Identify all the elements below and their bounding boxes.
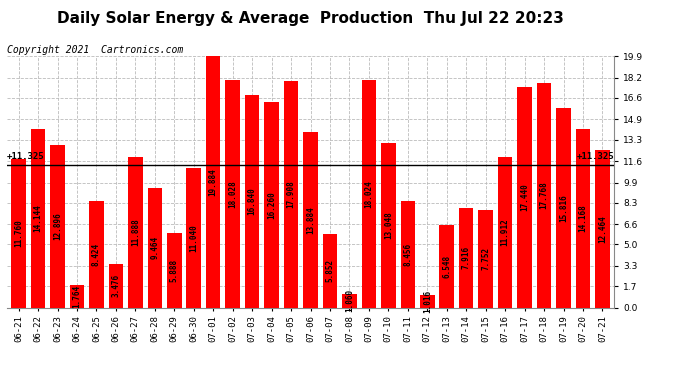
Bar: [108, 264, 124, 308]
Bar: [11, 159, 26, 308]
Text: 17.908: 17.908: [286, 181, 295, 209]
Text: 11.040: 11.040: [189, 224, 198, 252]
Bar: [70, 285, 84, 308]
Bar: [420, 295, 435, 307]
Bar: [186, 168, 201, 308]
Text: 1.016: 1.016: [423, 290, 432, 313]
Bar: [575, 129, 590, 308]
Bar: [303, 132, 318, 308]
Text: 12.464: 12.464: [598, 215, 607, 243]
Text: 5.852: 5.852: [326, 259, 335, 282]
Bar: [226, 80, 240, 308]
Text: 16.260: 16.260: [267, 191, 276, 219]
Text: 18.024: 18.024: [364, 180, 373, 208]
Bar: [518, 87, 532, 308]
Bar: [50, 145, 65, 308]
Text: 17.768: 17.768: [540, 182, 549, 209]
Text: 7.916: 7.916: [462, 246, 471, 269]
Bar: [128, 158, 143, 308]
Text: 8.456: 8.456: [404, 243, 413, 266]
Text: 5.888: 5.888: [170, 259, 179, 282]
Bar: [206, 57, 221, 308]
Bar: [89, 201, 104, 308]
Bar: [167, 233, 181, 308]
Bar: [342, 294, 357, 307]
Text: 19.884: 19.884: [208, 168, 217, 196]
Text: 15.816: 15.816: [559, 194, 568, 222]
Bar: [264, 102, 279, 308]
Text: +11.325: +11.325: [576, 152, 614, 161]
Text: Daily Solar Energy & Average  Production  Thu Jul 22 20:23: Daily Solar Energy & Average Production …: [57, 11, 564, 26]
Text: 14.168: 14.168: [578, 204, 587, 232]
Text: 1.764: 1.764: [72, 285, 81, 308]
Bar: [537, 83, 551, 308]
Text: 8.424: 8.424: [92, 243, 101, 266]
Text: 7.752: 7.752: [481, 247, 490, 270]
Text: 13.048: 13.048: [384, 211, 393, 239]
Bar: [148, 188, 162, 308]
Bar: [323, 234, 337, 308]
Bar: [478, 210, 493, 308]
Bar: [459, 207, 473, 308]
Bar: [362, 80, 376, 308]
Bar: [381, 143, 395, 308]
Bar: [284, 81, 298, 308]
Bar: [497, 157, 513, 308]
Bar: [595, 150, 610, 308]
Text: 11.912: 11.912: [501, 218, 510, 246]
Text: 14.144: 14.144: [34, 204, 43, 232]
Text: 1.060: 1.060: [345, 289, 354, 312]
Text: 6.548: 6.548: [442, 255, 451, 278]
Bar: [31, 129, 46, 308]
Text: 16.840: 16.840: [248, 188, 257, 215]
Text: 9.464: 9.464: [150, 236, 159, 260]
Text: +11.325: +11.325: [7, 152, 45, 161]
Text: Copyright 2021  Cartronics.com: Copyright 2021 Cartronics.com: [7, 45, 183, 55]
Text: 18.028: 18.028: [228, 180, 237, 208]
Text: 17.440: 17.440: [520, 183, 529, 211]
Text: 13.884: 13.884: [306, 206, 315, 234]
Bar: [245, 95, 259, 308]
Bar: [440, 225, 454, 308]
Text: 11.888: 11.888: [131, 219, 140, 246]
Text: 12.896: 12.896: [53, 212, 62, 240]
Bar: [556, 108, 571, 308]
Bar: [400, 201, 415, 308]
Text: 11.760: 11.760: [14, 219, 23, 247]
Text: 3.476: 3.476: [111, 274, 120, 297]
